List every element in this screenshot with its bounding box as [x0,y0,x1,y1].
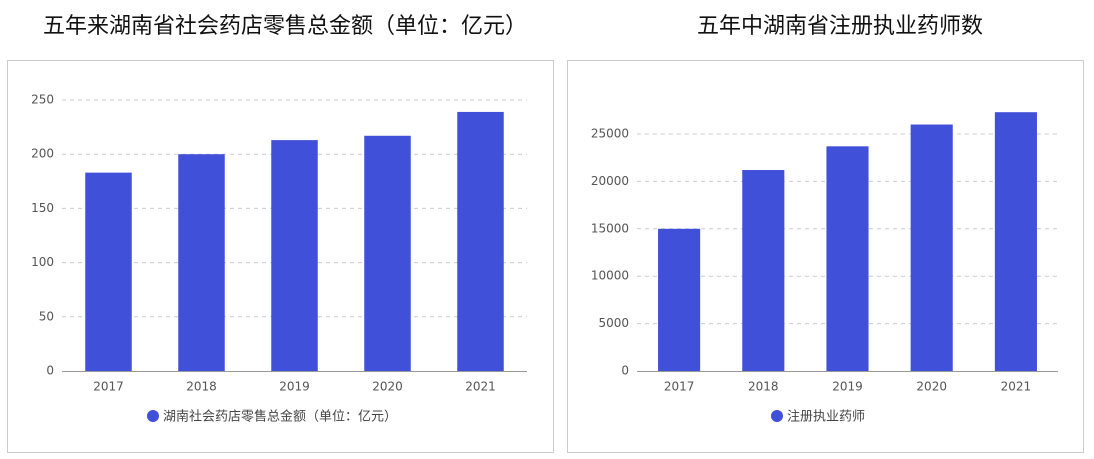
legend-marker [770,410,783,422]
chart-title: 五年中湖南省注册执业药师数 [697,14,983,39]
chart-title: 五年来湖南省社会药店零售总金额（单位：亿元） [43,14,527,39]
bar [826,146,869,371]
bar [178,154,225,371]
x-tick-label: 2021 [1001,380,1032,394]
bar [271,140,318,371]
x-tick-label: 2017 [93,380,124,394]
y-tick-label: 150 [31,201,54,215]
x-tick-label: 2017 [664,380,695,394]
x-tick-label: 2019 [279,380,310,394]
panel-frame [7,60,554,453]
y-tick-label: 100 [31,255,54,269]
x-tick-label: 2020 [916,380,947,394]
legend-marker [146,410,159,422]
bar [457,111,504,371]
y-tick-label: 0 [46,364,54,378]
x-tick-label: 2021 [465,380,496,394]
y-tick-label: 0 [621,364,629,378]
legend-label: 湖南社会药店零售总金额（单位：亿元） [163,409,397,425]
y-tick-label: 25000 [591,127,629,141]
x-tick-label: 2018 [748,380,779,394]
y-tick-label: 200 [31,147,54,161]
bar [85,172,132,371]
y-tick-label: 250 [31,93,54,107]
x-tick-label: 2019 [832,380,863,394]
y-tick-label: 50 [39,309,54,323]
bar [910,124,953,372]
y-tick-label: 15000 [591,221,629,235]
x-tick-label: 2018 [186,380,217,394]
bar [994,112,1037,372]
bar [364,135,411,371]
bar [742,170,785,371]
x-tick-label: 2020 [372,380,403,394]
y-tick-label: 5000 [598,316,629,330]
y-tick-label: 20000 [591,174,629,188]
panel-frame [567,60,1084,453]
bar [658,228,701,371]
y-tick-label: 10000 [591,269,629,283]
legend-label: 注册执业药师 [787,410,865,425]
